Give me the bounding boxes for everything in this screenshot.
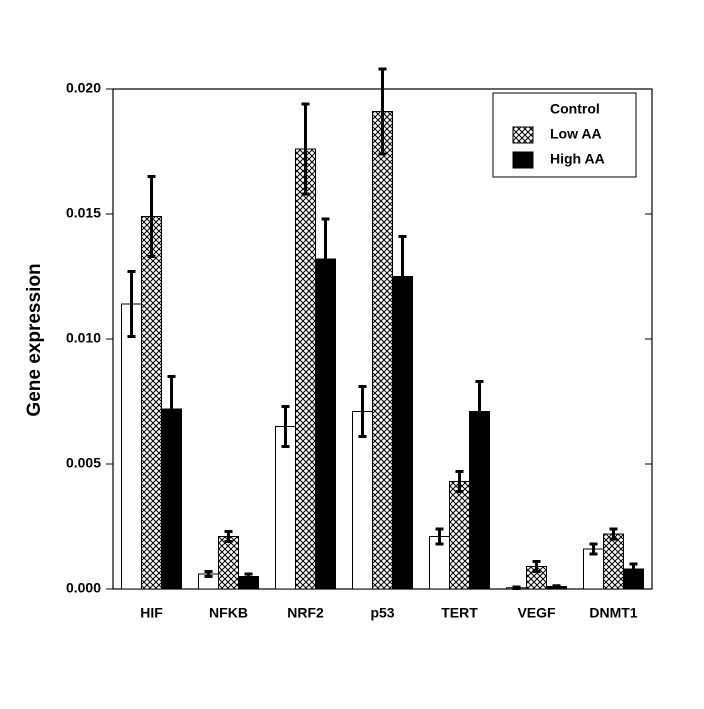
y-tick-label: 0.000 — [66, 580, 101, 596]
x-tick-label: NRF2 — [287, 605, 324, 621]
legend-label: Low AA — [550, 126, 602, 142]
bar — [603, 533, 624, 590]
bar — [315, 258, 336, 590]
y-axis-label: Gene expression — [24, 263, 45, 416]
x-tick-label: NFKB — [209, 605, 248, 621]
legend-label: High AA — [550, 151, 605, 167]
bar — [352, 411, 373, 590]
legend-swatch — [512, 126, 534, 144]
y-tick-label: 0.015 — [66, 205, 101, 221]
y-tick-label: 0.020 — [66, 80, 101, 96]
y-tick-label: 0.005 — [66, 455, 101, 471]
x-tick-label: DNMT1 — [589, 605, 637, 621]
bar — [372, 111, 393, 590]
x-tick-label: p53 — [370, 605, 394, 621]
bar — [275, 426, 296, 590]
bar — [295, 148, 316, 590]
bar — [392, 276, 413, 590]
bar — [141, 216, 162, 590]
x-tick-label: HIF — [140, 605, 163, 621]
bar — [449, 481, 470, 590]
x-tick-label: TERT — [441, 605, 478, 621]
x-tick-label: VEGF — [517, 605, 556, 621]
bar — [121, 303, 142, 590]
legend-label: Control — [550, 101, 600, 117]
legend-swatch — [513, 102, 533, 118]
y-tick-label: 0.010 — [66, 330, 101, 346]
legend-swatch — [512, 151, 534, 169]
bar — [218, 536, 239, 590]
